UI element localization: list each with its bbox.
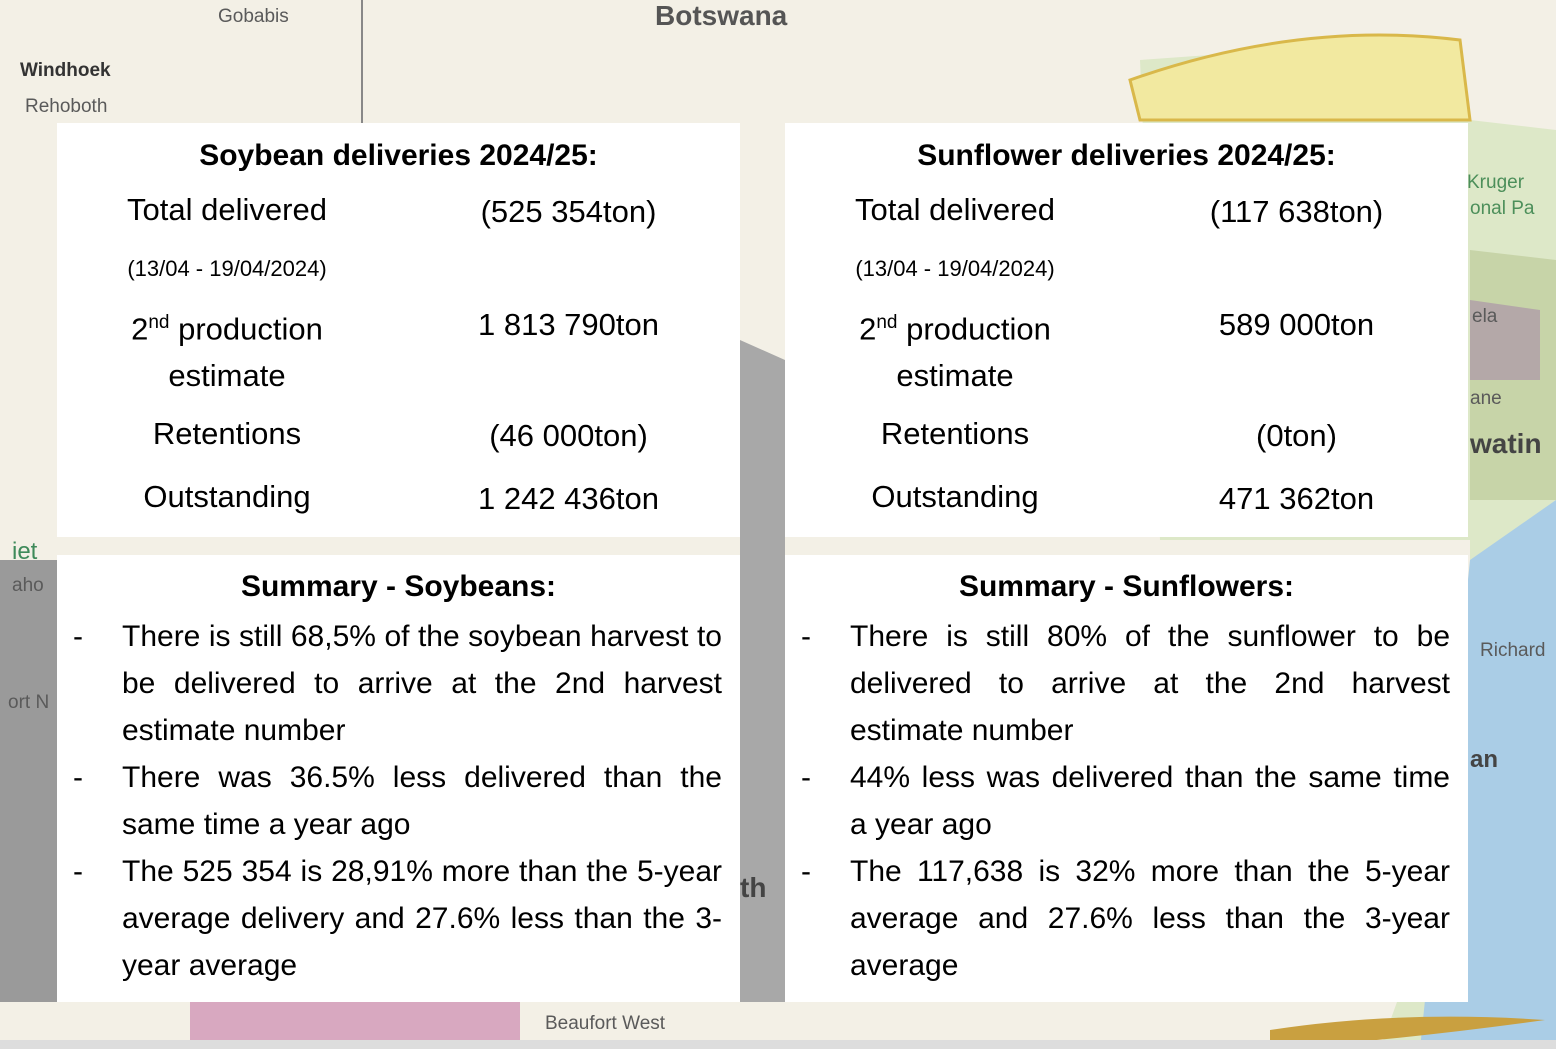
- bullet-text: The 525 354 is 28,91% more than the 5-ye…: [122, 848, 722, 989]
- bullet: -There was 36.5% less delivered than the…: [57, 754, 740, 848]
- map-label: aho: [12, 575, 44, 597]
- map-label: ane: [1470, 388, 1502, 410]
- label-text: Retentions: [881, 416, 1029, 451]
- map-label: Gobabis: [218, 6, 289, 28]
- row-label: Total delivered: [57, 186, 397, 233]
- label-superscript: nd: [148, 312, 169, 333]
- bullet-marker: -: [801, 613, 811, 660]
- box-title: Summary - Sunflowers:: [785, 570, 1468, 604]
- row-value: 1 242 436ton: [397, 481, 740, 517]
- row-note: (13/04 - 19/04/2024): [785, 256, 1125, 282]
- bullet-text: There was 36.5% less delivered than the …: [122, 754, 722, 848]
- bullet-list: -There is still 80% of the sunflower to …: [785, 613, 1468, 989]
- deliveries-box: Sunflower deliveries 2024/25: Total deliv…: [785, 123, 1468, 537]
- deliveries-box: Soybean deliveries 2024/25: Total deliver…: [57, 123, 740, 537]
- map-label: onal Pa: [1470, 198, 1534, 220]
- label-text: Total delivered: [855, 192, 1055, 227]
- row-label: Retentions: [57, 410, 397, 457]
- row-label: 2nd production estimate: [785, 299, 1125, 399]
- row-value: 589 000ton: [1125, 307, 1468, 343]
- row-value: 471 362ton: [1125, 481, 1468, 517]
- map-label: ort N: [8, 692, 49, 714]
- label-text: production estimate: [896, 311, 1050, 393]
- row-label: Outstanding: [57, 473, 397, 520]
- box-title: Summary - Soybeans:: [57, 570, 740, 604]
- box-title: Soybean deliveries 2024/25:: [57, 139, 740, 173]
- box-title: Sunflower deliveries 2024/25:: [785, 139, 1468, 173]
- map-label: ela: [1472, 306, 1497, 328]
- bullet-marker: -: [73, 613, 83, 660]
- bullet-marker: -: [801, 848, 811, 895]
- bullet-text: There is still 80% of the sunflower to b…: [850, 613, 1450, 754]
- map-label: Richard: [1480, 640, 1545, 662]
- map-label: Rehoboth: [25, 96, 107, 118]
- bullet-text: 44% less was delivered than the same tim…: [850, 754, 1450, 848]
- bullet: -The 525 354 is 28,91% more than the 5-y…: [57, 848, 740, 989]
- row-value: 1 813 790ton: [397, 307, 740, 343]
- row-value: (0ton): [1125, 418, 1468, 454]
- row-label: 2nd production estimate: [57, 299, 397, 399]
- label-text: Total delivered: [127, 192, 327, 227]
- bullet: -There is still 68,5% of the soybean har…: [57, 613, 740, 754]
- slide: Gobabis Botswana Windhoek Rehoboth Kruge…: [0, 0, 1556, 1049]
- map-label: Beaufort West: [545, 1013, 665, 1035]
- map-label: th: [740, 872, 766, 904]
- row-label: Total delivered: [785, 186, 1125, 233]
- bullet: -There is still 80% of the sunflower to …: [785, 613, 1468, 754]
- bullet-marker: -: [801, 754, 811, 801]
- label-text: production estimate: [168, 311, 322, 393]
- map-label: iet: [12, 538, 37, 566]
- bullet-text: The 117,638 is 32% more than the 5-year …: [850, 848, 1450, 989]
- map-label: an: [1470, 746, 1498, 774]
- bullet: -44% less was delivered than the same ti…: [785, 754, 1468, 848]
- map-label: Botswana: [655, 0, 787, 32]
- label-number: 2: [859, 311, 876, 346]
- row-label: Outstanding: [785, 473, 1125, 520]
- map-label: Windhoek: [20, 60, 111, 82]
- label-superscript: nd: [876, 312, 897, 333]
- bullet-marker: -: [73, 848, 83, 895]
- row-label: Retentions: [785, 410, 1125, 457]
- row-value: (117 638ton): [1125, 194, 1468, 230]
- summary-box: Summary - Sunflowers:-There is still 80%…: [785, 555, 1468, 1002]
- label-text: Outstanding: [871, 479, 1038, 514]
- bullet: -The 117,638 is 32% more than the 5-year…: [785, 848, 1468, 989]
- map-label: Kruger: [1467, 172, 1524, 194]
- bullet-list: -There is still 68,5% of the soybean har…: [57, 613, 740, 989]
- bullet-text: There is still 68,5% of the soybean harv…: [122, 613, 722, 754]
- row-value: (525 354ton): [397, 194, 740, 230]
- row-note: (13/04 - 19/04/2024): [57, 256, 397, 282]
- row-value: (46 000ton): [397, 418, 740, 454]
- summary-box: Summary - Soybeans:-There is still 68,5%…: [57, 555, 740, 1002]
- label-text: Outstanding: [143, 479, 310, 514]
- label-text: Retentions: [153, 416, 301, 451]
- map-label: watin: [1470, 428, 1542, 460]
- label-number: 2: [131, 311, 148, 346]
- bullet-marker: -: [73, 754, 83, 801]
